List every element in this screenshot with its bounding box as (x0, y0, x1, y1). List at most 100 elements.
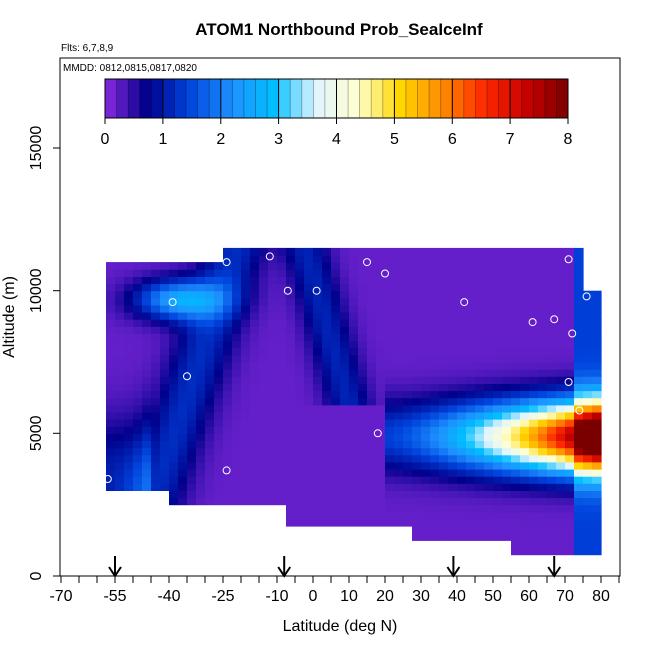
heatmap-cell (439, 255, 449, 263)
heatmap-cell (259, 312, 269, 320)
heatmap-cell (349, 497, 359, 506)
heatmap-cell (358, 390, 368, 399)
heatmap-cell (520, 511, 530, 520)
heatmap-cell (169, 333, 179, 342)
heatmap-cell (538, 426, 548, 434)
heatmap-cell (205, 319, 215, 327)
heatmap-cell (502, 433, 512, 441)
heatmap-cell (106, 347, 116, 356)
heatmap-cell (592, 490, 602, 499)
heatmap-cell (538, 483, 548, 491)
heatmap-cell (322, 269, 332, 277)
heatmap-cell (151, 283, 161, 292)
heatmap-cell (241, 290, 251, 299)
heatmap-cell (412, 255, 422, 263)
heatmap-cell (448, 276, 458, 285)
heatmap-cell (403, 433, 413, 441)
flight-marker-arrow (547, 556, 562, 578)
heatmap-cell (529, 483, 539, 491)
heatmap-cell (340, 319, 350, 327)
heatmap-cell (124, 390, 134, 399)
heatmap-cell (538, 333, 548, 342)
heatmap-cell (493, 419, 503, 427)
heatmap-cell (259, 440, 269, 449)
heatmap-cell (538, 354, 548, 363)
heatmap-cell (322, 319, 332, 327)
heatmap-cell (574, 347, 584, 356)
heatmap-cell (124, 433, 134, 441)
heatmap-cell (484, 440, 494, 449)
heatmap-cell (196, 354, 206, 363)
heatmap-cell (295, 476, 305, 484)
heatmap-cell (367, 511, 377, 520)
heatmap-cell (331, 419, 341, 427)
heatmap-cell (484, 269, 494, 277)
heatmap-cell (430, 433, 440, 441)
heatmap-cell (502, 533, 512, 541)
heatmap-cell (205, 326, 215, 334)
heatmap-cell (286, 497, 296, 506)
heatmap-cell (457, 319, 467, 327)
heatmap-cell (547, 276, 557, 285)
heatmap-cell (250, 297, 260, 306)
heatmap-cell (475, 319, 485, 327)
heatmap-cell (349, 319, 359, 327)
heatmap-cell (367, 297, 377, 306)
heatmap-cell (574, 547, 584, 556)
heatmap-cell (565, 312, 575, 320)
heatmap-cell (412, 290, 422, 299)
heatmap-cell (331, 326, 341, 334)
heatmap-cell (502, 283, 512, 292)
heatmap-cell (457, 390, 467, 399)
heatmap-cell (259, 390, 269, 399)
heatmap-cell (241, 426, 251, 434)
heatmap-cell (277, 326, 287, 334)
heatmap-cell (313, 461, 323, 470)
heatmap-cell (124, 326, 134, 334)
heatmap-cell (466, 447, 476, 456)
heatmap-cell (259, 362, 269, 370)
heatmap-cell (484, 354, 494, 363)
heatmap-cell (322, 511, 332, 520)
heatmap-cell (412, 518, 422, 527)
heatmap-cell (223, 390, 233, 399)
heatmap-cell (502, 362, 512, 370)
heatmap-cell (304, 255, 314, 263)
heatmap-cell (286, 269, 296, 277)
heatmap-cell (511, 540, 521, 548)
heatmap-cell (448, 376, 458, 384)
heatmap-cell (178, 419, 188, 427)
heatmap-cell (538, 369, 548, 377)
heatmap-cell (304, 383, 314, 392)
heatmap-cell (520, 290, 530, 299)
heatmap-cell (592, 476, 602, 484)
heatmap-cell (322, 369, 332, 377)
heatmap-cell (565, 376, 575, 384)
heatmap-cell (493, 461, 503, 470)
heatmap-cell (178, 404, 188, 413)
heatmap-cell (430, 340, 440, 349)
heatmap-cell (196, 276, 206, 285)
heatmap-cell (349, 469, 359, 477)
heatmap-cell (205, 440, 215, 449)
colorbar-swatch (544, 79, 557, 118)
heatmap-cell (565, 262, 575, 270)
heatmap-cell (538, 511, 548, 520)
heatmap-cell (484, 461, 494, 470)
heatmap-cell (466, 497, 476, 506)
heatmap-cell (457, 354, 467, 363)
heatmap-cell (466, 518, 476, 527)
heatmap-cell (403, 347, 413, 356)
heatmap-cell (241, 476, 251, 484)
heatmap-cell (592, 297, 602, 306)
heatmap-cell (493, 276, 503, 285)
heatmap-cell (556, 297, 566, 306)
heatmap-cell (574, 433, 584, 441)
heatmap-cell (565, 304, 575, 313)
heatmap-cell (403, 255, 413, 263)
heatmap-cell (187, 376, 197, 384)
heatmap-cell (268, 369, 278, 377)
heatmap-cell (520, 390, 530, 399)
heatmap-cell (430, 319, 440, 327)
